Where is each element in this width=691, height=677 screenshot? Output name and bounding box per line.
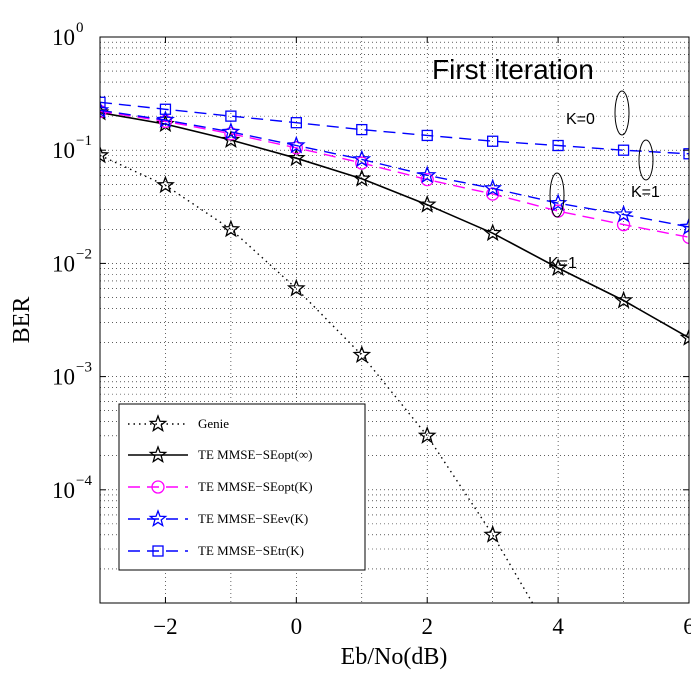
legend-label: TE MMSE−SEopt(∞) <box>198 447 312 462</box>
data-point <box>417 425 437 444</box>
data-point <box>286 148 306 167</box>
annotation-ellipse-k1-upper <box>638 139 654 181</box>
data-point <box>221 219 241 238</box>
data-point <box>158 114 173 128</box>
data-point <box>417 194 437 213</box>
y-tick-label-base: 10 <box>52 25 75 50</box>
data-point <box>286 278 306 297</box>
series-line <box>100 111 689 339</box>
data-point <box>356 123 368 136</box>
data-point <box>100 145 110 164</box>
legend-entry: TE MMSE−SEopt(∞) <box>128 445 312 463</box>
legend-marker <box>148 414 168 432</box>
legend-entry: Genie <box>128 414 229 432</box>
annotation-k1-upper: K=1 <box>631 184 660 201</box>
plot-area-frame <box>99 36 690 604</box>
data-point <box>483 223 503 242</box>
series-line <box>100 109 689 228</box>
series-1 <box>100 145 534 603</box>
data-point <box>221 130 241 148</box>
y-tick-label-base: 10 <box>52 251 75 276</box>
y-axis-label: BER <box>9 297 35 344</box>
x-axis-label: Eb/No(dB) <box>341 644 448 670</box>
data-point <box>682 230 689 244</box>
y-tick-label-exponent: 0 <box>76 20 84 36</box>
data-point <box>290 117 302 129</box>
y-tick-label-exponent: −4 <box>76 473 92 489</box>
y-tick-label-exponent: −2 <box>76 246 92 262</box>
legend-marker <box>151 480 165 494</box>
data-point <box>483 178 503 197</box>
series-line <box>100 110 689 238</box>
y-tick-label: 10 0 <box>52 20 84 50</box>
data-point <box>156 175 175 194</box>
data-point <box>156 110 175 128</box>
x-tick-label: −2 <box>153 614 177 639</box>
series-5 <box>100 96 689 160</box>
data-point <box>100 100 110 119</box>
y-tick-label: 10 −3 <box>52 360 92 390</box>
data-point <box>352 149 372 168</box>
annotation-first-iteration: First iteration <box>432 54 594 85</box>
legend-box <box>118 403 366 571</box>
annotation-k0: K=0 <box>566 111 595 128</box>
y-tick-label-base: 10 <box>52 138 75 163</box>
series-4 <box>100 100 689 235</box>
legend-marker <box>152 545 164 557</box>
data-point <box>679 217 689 235</box>
x-tick-label: 6 <box>683 614 691 639</box>
annotation-ellipse-k1-lower <box>549 172 565 218</box>
legend-marker <box>148 509 168 527</box>
data-point <box>420 172 434 187</box>
data-point <box>225 110 237 122</box>
legend-label: TE MMSE−SEev(K) <box>198 511 308 526</box>
legend-entries: Genie TE MMSE−SEopt(∞) TE MMSE−SEopt(K) TE … <box>128 414 313 558</box>
legend-entry: TE MMSE−SEev(K) <box>128 509 308 527</box>
legend-label: Genie <box>198 416 229 431</box>
y-tick-label-base: 10 <box>52 478 75 503</box>
x-tick-label: 0 <box>291 614 303 639</box>
data-point <box>614 290 633 309</box>
data-point <box>159 103 172 115</box>
legend-marker <box>148 445 168 463</box>
data-point <box>683 148 689 160</box>
y-tick-label-base: 10 <box>52 365 75 390</box>
series-line <box>100 101 689 155</box>
legend-label: TE MMSE−SEopt(K) <box>198 479 313 494</box>
data-point <box>355 156 369 170</box>
data-point <box>352 345 372 363</box>
series-layer <box>100 96 689 603</box>
data-point <box>421 129 433 142</box>
legend: Genie TE MMSE−SEopt(∞) TE MMSE−SEopt(K) TE … <box>118 403 366 571</box>
legend-entry: TE MMSE−SEopt(K) <box>128 479 313 494</box>
annotation-ellipse-k0 <box>614 90 630 136</box>
y-tick-label: 10 −1 <box>52 133 92 163</box>
data-point <box>679 327 689 346</box>
data-point <box>286 135 306 154</box>
axis-ticks <box>100 36 690 603</box>
data-point <box>289 141 303 155</box>
x-tick-labels: −2 0 2 4 6 <box>153 614 691 639</box>
legend-entry: TE MMSE−SEtr(K) <box>128 543 304 558</box>
x-tick-label: 4 <box>552 614 564 639</box>
annotation-k1-lower: K=1 <box>548 255 577 272</box>
data-point <box>417 165 437 184</box>
legend-label: TE MMSE−SEtr(K) <box>198 543 304 558</box>
data-point <box>100 96 106 108</box>
data-point <box>552 139 564 152</box>
data-point <box>614 204 633 223</box>
data-point <box>221 122 241 140</box>
data-point <box>483 524 503 543</box>
data-point <box>617 144 630 156</box>
data-point <box>352 168 372 187</box>
y-tick-label: 10 −2 <box>52 246 92 276</box>
y-tick-label: 10 −4 <box>52 473 92 503</box>
data-point <box>548 258 568 276</box>
x-tick-label: 2 <box>421 614 433 639</box>
y-tick-label-exponent: −3 <box>76 360 92 376</box>
data-point <box>487 135 499 147</box>
y-tick-label-exponent: −1 <box>76 133 92 149</box>
